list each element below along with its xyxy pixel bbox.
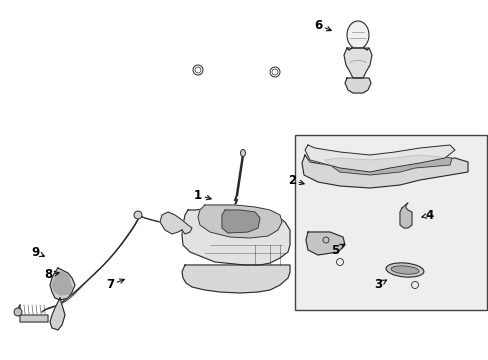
Polygon shape <box>182 265 289 293</box>
Text: 3: 3 <box>373 279 386 292</box>
Polygon shape <box>343 48 371 78</box>
Text: 8: 8 <box>44 269 59 282</box>
Polygon shape <box>345 78 370 93</box>
Polygon shape <box>50 268 75 300</box>
Polygon shape <box>52 272 72 295</box>
Bar <box>294 135 486 310</box>
Text: 2: 2 <box>287 174 304 186</box>
Polygon shape <box>305 232 345 255</box>
Text: 6: 6 <box>313 18 330 32</box>
Text: 5: 5 <box>330 243 344 256</box>
Text: 9: 9 <box>31 246 44 258</box>
Polygon shape <box>198 205 282 238</box>
Circle shape <box>14 308 22 316</box>
Text: 1: 1 <box>194 189 211 202</box>
Text: 4: 4 <box>421 208 433 221</box>
Ellipse shape <box>346 21 368 49</box>
Ellipse shape <box>390 266 418 274</box>
Polygon shape <box>182 206 289 265</box>
Polygon shape <box>399 203 411 228</box>
Polygon shape <box>160 212 192 234</box>
Polygon shape <box>18 305 48 322</box>
Ellipse shape <box>240 149 245 157</box>
Ellipse shape <box>385 263 423 277</box>
Polygon shape <box>325 155 451 175</box>
Polygon shape <box>305 145 454 172</box>
Polygon shape <box>222 210 260 233</box>
Text: 7: 7 <box>106 279 124 292</box>
Circle shape <box>134 211 142 219</box>
Polygon shape <box>50 298 65 330</box>
Polygon shape <box>302 155 467 188</box>
